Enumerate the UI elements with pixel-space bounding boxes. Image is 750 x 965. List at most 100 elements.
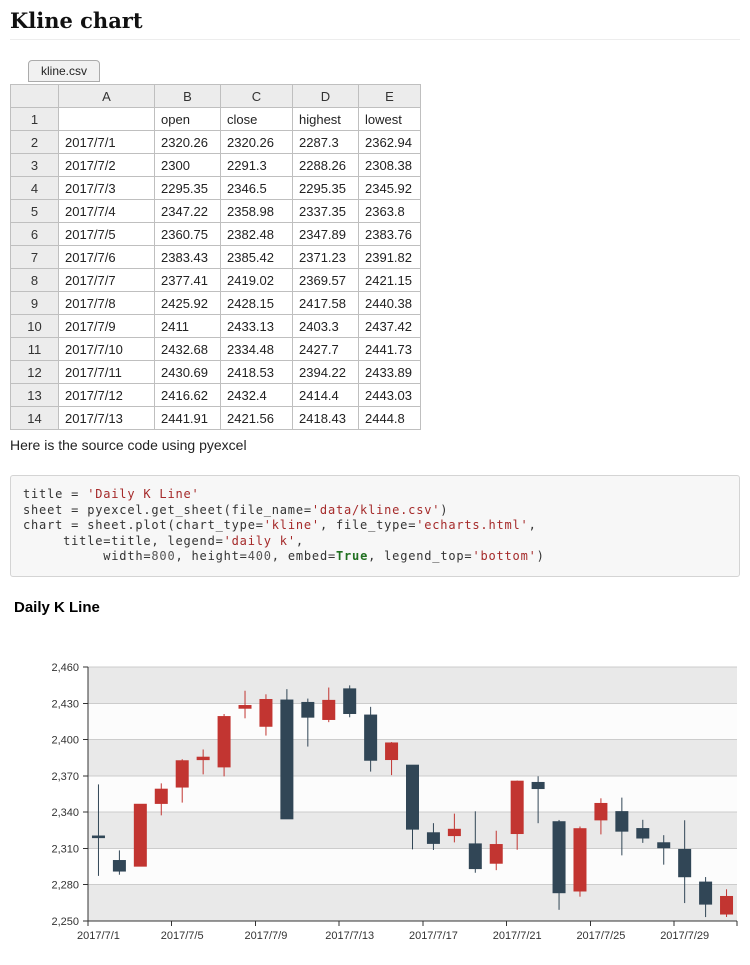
y-axis-label: 2,370 — [51, 770, 79, 782]
row-number: 6 — [10, 222, 59, 246]
candlestick[interactable] — [657, 834, 671, 865]
candlestick[interactable] — [112, 849, 126, 875]
candlestick[interactable] — [364, 706, 378, 772]
candlestick[interactable] — [594, 797, 608, 834]
candlestick[interactable] — [406, 764, 419, 849]
sheet-row: 7 2017/7/6 2383.43 2385.42 2371.23 2391.82 — [10, 245, 421, 269]
candlestick[interactable] — [720, 888, 734, 917]
sheet-cell: 2347.89 — [292, 222, 359, 246]
candlestick[interactable] — [447, 813, 461, 842]
candlestick[interactable] — [280, 688, 294, 819]
sheet-cell: 2320.26 — [220, 130, 293, 154]
sheet-cell: 2017/7/9 — [58, 314, 155, 338]
sheet-cell: 2440.38 — [358, 291, 421, 315]
candlestick[interactable] — [196, 748, 210, 774]
chart-panel: Daily K Line 2,460 2,430 2,400 2,370 2,340 2,… — [0, 590, 750, 963]
candlestick[interactable] — [573, 825, 587, 897]
candlestick[interactable] — [343, 684, 357, 717]
sheet-row: 9 2017/7/8 2425.92 2428.15 2417.58 2440.38 — [10, 291, 421, 315]
sheet-cell: 2382.48 — [220, 222, 293, 246]
candlestick[interactable] — [552, 819, 566, 910]
sheet-cell: 2017/7/6 — [58, 245, 155, 269]
y-axis-label: 2,430 — [51, 698, 79, 710]
row-number: 8 — [10, 268, 59, 292]
candlestick[interactable] — [510, 780, 524, 850]
sheet-cell: 2414.4 — [292, 383, 359, 407]
row-number: 11 — [10, 337, 59, 361]
candlestick[interactable] — [531, 775, 545, 823]
page-title: Kline chart — [10, 6, 740, 40]
y-axis-label: 2,460 — [51, 662, 79, 674]
kline-chart[interactable]: 2,460 2,430 2,400 2,370 2,340 2,310 2,280 2,250… — [0, 618, 750, 963]
code-line: width=800, height=400, embed=True, legen… — [23, 549, 545, 563]
candlestick[interactable] — [468, 810, 482, 873]
sheet-cell: 2346.5 — [220, 176, 293, 200]
code-block: title = 'Daily K Line' sheet = pyexcel.ge… — [10, 475, 740, 577]
sheet-row: 5 2017/7/4 2347.22 2358.98 2337.35 2363.8 — [10, 199, 421, 223]
y-axis-label: 2,310 — [51, 843, 79, 855]
sheet-tab-kline-csv[interactable]: kline.csv — [28, 60, 101, 82]
sheet-cell: 2017/7/11 — [58, 360, 155, 384]
sheet-row: 6 2017/7/5 2360.75 2382.48 2347.89 2383.76 — [10, 222, 421, 246]
candlestick[interactable] — [322, 687, 336, 722]
column-header: A — [58, 84, 155, 108]
candlestick[interactable] — [301, 698, 315, 747]
candlestick[interactable] — [238, 690, 252, 718]
row-number: 10 — [10, 314, 59, 338]
candlestick[interactable] — [699, 876, 713, 917]
sheet-row: 3 2017/7/2 2300 2291.3 2288.26 2308.38 — [10, 153, 421, 177]
grid-band — [88, 702, 737, 740]
column-header: C — [220, 84, 293, 108]
code-line: sheet = pyexcel.get_sheet(file_name='dat… — [23, 502, 449, 517]
sheet-cell: 2377.41 — [154, 268, 221, 292]
grid-band — [88, 847, 737, 885]
candlestick[interactable] — [615, 797, 629, 855]
candlestick[interactable] — [175, 758, 189, 803]
candlestick[interactable] — [489, 830, 503, 870]
x-axis-label: 2017/7/1 — [77, 930, 120, 942]
column-header: B — [154, 84, 221, 108]
candlestick[interactable] — [259, 693, 273, 736]
sheet-cell: 2017/7/7 — [58, 268, 155, 292]
row-number: 5 — [10, 199, 59, 223]
sheet-cell: 2418.53 — [220, 360, 293, 384]
candlestick[interactable] — [133, 803, 147, 867]
sheet-cell — [58, 107, 155, 131]
code-line: title=title, legend='daily k', — [23, 533, 304, 548]
sheet-cell: 2403.3 — [292, 314, 359, 338]
candlestick[interactable] — [91, 783, 105, 876]
candlestick[interactable] — [385, 741, 399, 775]
row-number: 1 — [10, 107, 59, 131]
column-header: D — [292, 84, 359, 108]
row-number: 9 — [10, 291, 59, 315]
candlestick[interactable] — [678, 819, 692, 903]
sheet-row: 11 2017/7/10 2432.68 2334.48 2427.7 2441.73 — [10, 337, 421, 361]
row-number: 3 — [10, 153, 59, 177]
sheet-cell: 2337.35 — [292, 199, 359, 223]
sheet-cell: 2430.69 — [154, 360, 221, 384]
grid-band — [88, 666, 737, 703]
sheet-cell: 2300 — [154, 153, 221, 177]
sheet-row: 13 2017/7/12 2416.62 2432.4 2414.4 2443.03 — [10, 383, 421, 407]
y-axis-label: 2,280 — [51, 879, 79, 891]
sheet-cell: 2441.91 — [154, 406, 221, 430]
row-number: 13 — [10, 383, 59, 407]
sheet-row: 2 2017/7/1 2320.26 2320.26 2287.3 2362.94 — [10, 130, 421, 154]
sheet-cell: 2017/7/3 — [58, 176, 155, 200]
sheet-cell: 2017/7/12 — [58, 383, 155, 407]
candlestick[interactable] — [217, 713, 231, 776]
code-content: title = 'Daily K Line' sheet = pyexcel.ge… — [23, 487, 727, 565]
x-axis-label: 2017/7/17 — [409, 930, 458, 942]
sheet-cell: 2411 — [154, 314, 221, 338]
candlestick[interactable] — [154, 782, 168, 815]
sheet-cell: 2320.26 — [154, 130, 221, 154]
sheet-cell: highest — [292, 107, 359, 131]
code-line: title = 'Daily K Line' — [23, 487, 200, 501]
candlestick[interactable] — [426, 822, 440, 850]
sheet-cell: 2427.7 — [292, 337, 359, 361]
column-header: E — [358, 84, 421, 108]
sheet-cell: 2295.35 — [154, 176, 221, 200]
source-code-caption: Here is the source code using pyexcel — [10, 437, 247, 453]
sheet-cell: 2383.76 — [358, 222, 421, 246]
candlestick[interactable] — [636, 819, 650, 843]
